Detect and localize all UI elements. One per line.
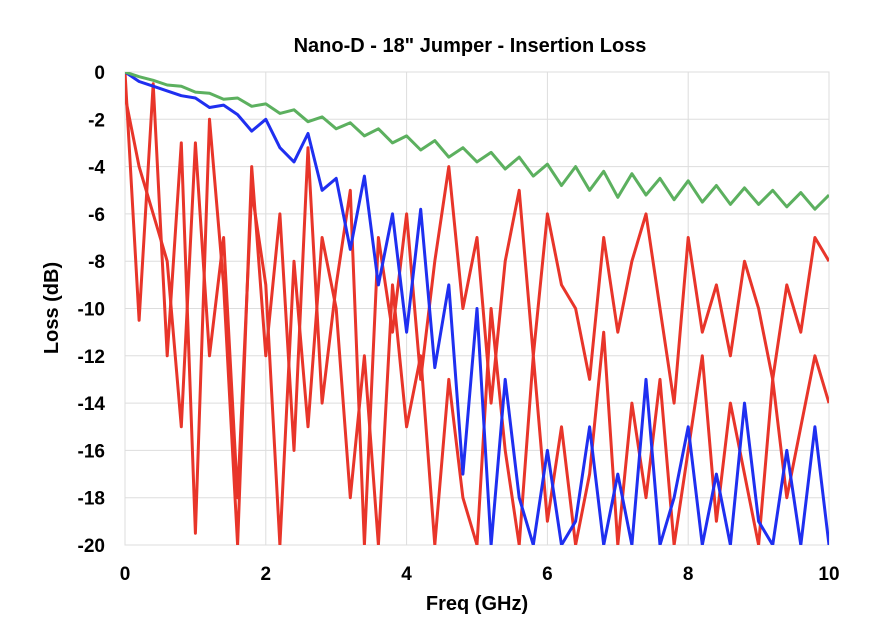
y-axis-label: Loss (dB) [41,262,63,354]
x-tick-label: 6 [542,564,553,585]
x-tick-label: 10 [818,564,839,585]
y-tick-label: -8 [88,252,105,273]
y-tick-label: 0 [94,63,105,84]
y-tick-label: -12 [78,347,105,368]
series-line-2 [125,72,829,545]
y-tick-label: -6 [88,205,105,226]
y-tick-label: -4 [88,158,105,179]
y-tick-label: -16 [78,441,105,462]
chart-title: Nano-D - 18" Jumper - Insertion Loss [294,35,647,57]
x-tick-label: 2 [261,564,272,585]
x-tick-label: 4 [401,564,412,585]
y-tick-label: -2 [88,110,105,131]
x-tick-label: 8 [683,564,694,585]
y-tick-label: -10 [78,300,105,321]
x-tick-label: 0 [120,564,131,585]
y-tick-label: -18 [78,489,105,510]
series-line-3 [125,72,829,211]
series-group [125,72,829,545]
y-tick-label: -14 [78,394,106,415]
y-tick-label: -20 [78,536,105,557]
x-axis-label: Freq (GHz) [426,593,528,615]
tick-labels: 0 2 4 6 8 10 0 -2 -4 -6 -8 -10 -12 -14 -16 -18 -20 [78,63,840,585]
series-line-1 [125,72,829,545]
